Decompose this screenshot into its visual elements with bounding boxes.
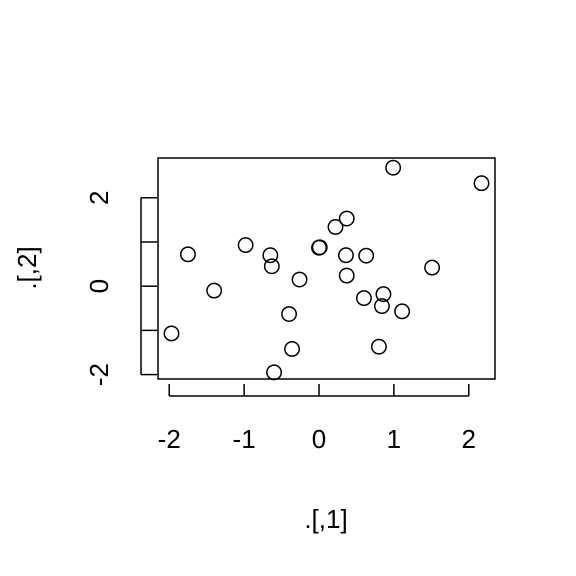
data-point	[355, 290, 372, 307]
data-point	[370, 338, 387, 355]
y-tick-label: 2	[84, 191, 114, 205]
data-point	[394, 303, 411, 320]
data-point	[424, 259, 441, 276]
data-point	[385, 159, 402, 176]
data-point	[281, 306, 298, 322]
data-point	[327, 219, 344, 235]
x-tick-label: -2	[158, 424, 181, 454]
data-point	[163, 325, 180, 342]
data-point	[358, 247, 375, 264]
data-point	[291, 271, 308, 288]
data-point	[266, 364, 283, 381]
data-point	[284, 340, 301, 357]
x-tick-label: 2	[462, 424, 476, 454]
data-point	[373, 298, 390, 315]
y-axis: -2 0 2	[84, 191, 157, 386]
y-tick-label: -2	[84, 363, 114, 386]
data-point	[375, 286, 392, 303]
data-point	[311, 239, 328, 256]
data-point	[262, 247, 279, 264]
x-tick-label: 0	[312, 424, 326, 454]
y-axis-label: .[,2]	[12, 246, 42, 289]
data-point	[338, 210, 355, 227]
plot-frame	[157, 157, 496, 380]
y-tick-label: 0	[84, 279, 114, 293]
data-point	[180, 246, 196, 263]
data-point	[338, 247, 354, 264]
data-point	[338, 267, 355, 284]
data-point	[206, 282, 223, 299]
x-axis: -2 -1 0 1 2	[158, 384, 476, 454]
data-point	[237, 237, 254, 254]
data-point	[473, 175, 490, 192]
x-tick-label: 1	[387, 424, 401, 454]
data-point	[263, 258, 280, 275]
x-tick-label: -1	[233, 424, 256, 454]
x-axis-label: .[,1]	[304, 504, 347, 534]
data-points	[163, 159, 490, 381]
